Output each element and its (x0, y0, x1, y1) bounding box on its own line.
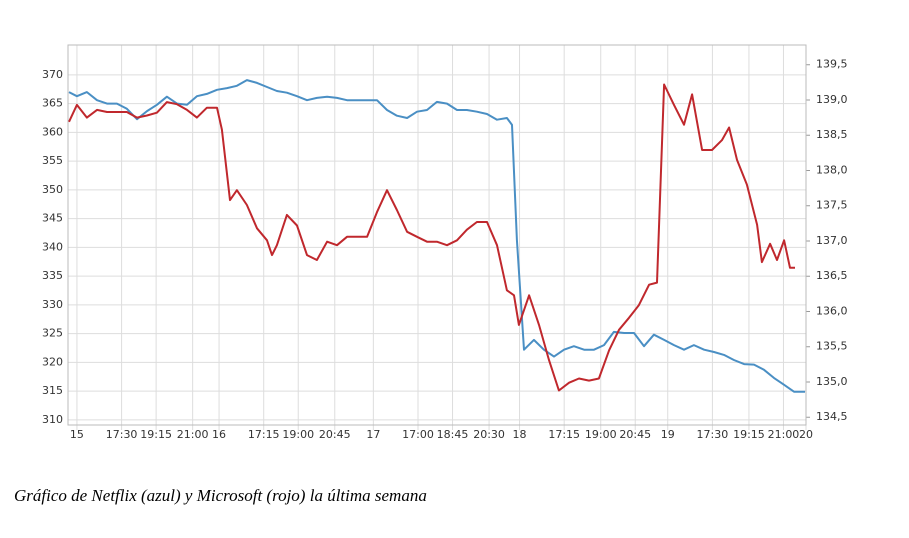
y-tick-label: 330 (42, 298, 63, 311)
x-tick-label: 18 (513, 428, 527, 441)
x-tick-label: 19:15 (140, 428, 172, 441)
x-tick-label: 17:30 (697, 428, 729, 441)
y-tick-label: 325 (42, 327, 63, 340)
y2-tick-label: 135,5 (816, 340, 848, 353)
y-tick-label: 340 (42, 240, 63, 253)
y2-tick-label: 134,5 (816, 410, 848, 423)
series-line (68, 79, 805, 393)
x-tick-label: 15 (70, 428, 84, 441)
y-tick-label: 310 (42, 413, 63, 426)
y-tick-label: 355 (42, 154, 63, 167)
y2-tick-label: 136,0 (816, 304, 848, 317)
x-tick-label: 19:00 (282, 428, 314, 441)
x-tick-label: 17:15 (548, 428, 580, 441)
y-tick-label: 365 (42, 97, 63, 110)
y-tick-label: 345 (42, 212, 63, 225)
y-tick-label: 335 (42, 269, 63, 282)
x-tick-label: 17:30 (106, 428, 138, 441)
y2-tick-label: 139,5 (816, 58, 848, 71)
y2-tick-label: 135,0 (816, 375, 848, 388)
y-tick-label: 360 (42, 125, 63, 138)
y2-tick-label: 139,0 (816, 93, 848, 106)
y-tick-label: 350 (42, 183, 63, 196)
y2-tick-label: 137,5 (816, 199, 848, 212)
y-tick-label: 370 (42, 68, 63, 81)
x-tick-label: 19:00 (585, 428, 617, 441)
plot-frame (67, 44, 807, 426)
y-tick-label: 315 (42, 384, 63, 397)
x-tick-label: 20:45 (619, 428, 651, 441)
x-tick-label: 21:00 (177, 428, 209, 441)
x-tick-label: 19 (661, 428, 675, 441)
x-tick-label: 18:45 (437, 428, 469, 441)
y2-tick-label: 136,5 (816, 269, 848, 282)
x-tick-label: 20:45 (319, 428, 351, 441)
y2-tick-label: 138,0 (816, 163, 848, 176)
x-tick-label: 16 (212, 428, 226, 441)
x-tick-label: 20 (799, 428, 813, 441)
series-line (68, 83, 795, 392)
x-tick-label: 17 (366, 428, 380, 441)
y-tick-label: 320 (42, 355, 63, 368)
caption: Gráfico de Netflix (azul) y Microsoft (r… (14, 486, 427, 505)
y2-tick-label: 138,5 (816, 128, 848, 141)
x-tick-label: 17:00 (402, 428, 434, 441)
x-tick-label: 21:00 (768, 428, 800, 441)
y2-tick-label: 137,0 (816, 234, 848, 247)
x-tick-label: 20:30 (473, 428, 505, 441)
x-tick-label: 19:15 (733, 428, 765, 441)
x-tick-label: 17:15 (248, 428, 280, 441)
